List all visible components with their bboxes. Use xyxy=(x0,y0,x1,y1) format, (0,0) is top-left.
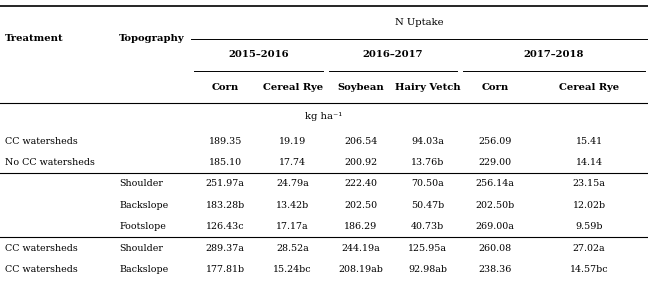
Text: 15.24bc: 15.24bc xyxy=(273,265,312,274)
Text: 9.59b: 9.59b xyxy=(575,222,603,231)
Text: Soybean: Soybean xyxy=(337,83,384,92)
Text: Hairy Vetch: Hairy Vetch xyxy=(395,83,461,92)
Text: Backslope: Backslope xyxy=(119,265,168,274)
Text: 244.19a: 244.19a xyxy=(341,244,380,253)
Text: 2015–2016: 2015–2016 xyxy=(228,50,289,59)
Text: 2016–2017: 2016–2017 xyxy=(363,50,423,59)
Text: 185.10: 185.10 xyxy=(209,158,242,167)
Text: 229.00: 229.00 xyxy=(478,158,512,167)
Text: 260.08: 260.08 xyxy=(478,244,512,253)
Text: 183.28b: 183.28b xyxy=(205,201,245,210)
Text: CC watersheds: CC watersheds xyxy=(5,136,78,146)
Text: 15.41: 15.41 xyxy=(575,136,603,146)
Text: kg ha⁻¹: kg ha⁻¹ xyxy=(305,113,343,121)
Text: 256.14a: 256.14a xyxy=(476,179,515,188)
Text: 202.50: 202.50 xyxy=(344,201,377,210)
Text: Corn: Corn xyxy=(481,83,509,92)
Text: 125.95a: 125.95a xyxy=(408,244,447,253)
Text: Shoulder: Shoulder xyxy=(119,244,163,253)
Text: 23.15a: 23.15a xyxy=(573,179,605,188)
Text: 208.19ab: 208.19ab xyxy=(338,265,383,274)
Text: CC watersheds: CC watersheds xyxy=(5,244,78,253)
Text: Shoulder: Shoulder xyxy=(119,179,163,188)
Text: 177.81b: 177.81b xyxy=(205,265,245,274)
Text: 19.19: 19.19 xyxy=(279,136,307,146)
Text: 251.97a: 251.97a xyxy=(206,179,244,188)
Text: N Uptake: N Uptake xyxy=(395,18,444,27)
Text: 17.17a: 17.17a xyxy=(276,222,309,231)
Text: 186.29: 186.29 xyxy=(344,222,377,231)
Text: 70.50a: 70.50a xyxy=(411,179,444,188)
Text: 13.76b: 13.76b xyxy=(411,158,445,167)
Text: 27.02a: 27.02a xyxy=(573,244,605,253)
Text: 28.52a: 28.52a xyxy=(276,244,309,253)
Text: Treatment: Treatment xyxy=(5,34,64,43)
Text: 50.47b: 50.47b xyxy=(411,201,445,210)
Text: 222.40: 222.40 xyxy=(344,179,377,188)
Text: 24.79a: 24.79a xyxy=(276,179,309,188)
Text: Cereal Rye: Cereal Rye xyxy=(559,83,619,92)
Text: 12.02b: 12.02b xyxy=(572,201,606,210)
Text: 200.92: 200.92 xyxy=(344,158,377,167)
Text: 17.74: 17.74 xyxy=(279,158,306,167)
Text: Cereal Rye: Cereal Rye xyxy=(262,83,323,92)
Text: 256.09: 256.09 xyxy=(478,136,512,146)
Text: Corn: Corn xyxy=(211,83,239,92)
Text: 189.35: 189.35 xyxy=(209,136,242,146)
Text: 269.00a: 269.00a xyxy=(476,222,515,231)
Text: 92.98ab: 92.98ab xyxy=(408,265,447,274)
Text: Topography: Topography xyxy=(119,34,185,43)
Text: 13.42b: 13.42b xyxy=(276,201,309,210)
Text: 14.57bc: 14.57bc xyxy=(570,265,608,274)
Text: 238.36: 238.36 xyxy=(478,265,512,274)
Text: 202.50b: 202.50b xyxy=(476,201,515,210)
Text: 206.54: 206.54 xyxy=(344,136,377,146)
Text: 126.43c: 126.43c xyxy=(206,222,244,231)
Text: 94.03a: 94.03a xyxy=(411,136,444,146)
Text: 2017–2018: 2017–2018 xyxy=(524,50,584,59)
Text: CC watersheds: CC watersheds xyxy=(5,265,78,274)
Text: 40.73b: 40.73b xyxy=(411,222,445,231)
Text: No CC watersheds: No CC watersheds xyxy=(5,158,95,167)
Text: Footslope: Footslope xyxy=(119,222,166,231)
Text: Backslope: Backslope xyxy=(119,201,168,210)
Text: 289.37a: 289.37a xyxy=(206,244,244,253)
Text: 14.14: 14.14 xyxy=(575,158,603,167)
